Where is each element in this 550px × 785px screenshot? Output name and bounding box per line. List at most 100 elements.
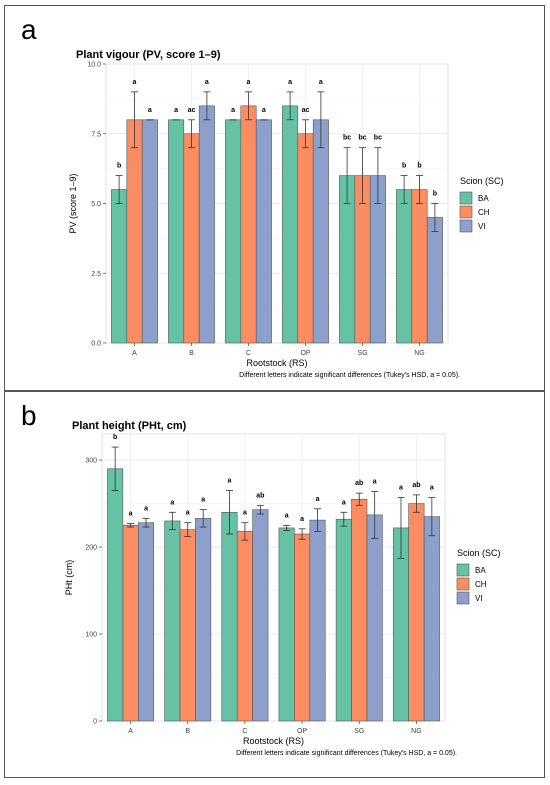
plant-vigour-chart: Plant vigour (PV, score 1–9) b a a a bc b a ac a a… <box>68 49 504 379</box>
panel-a: a Plant vigour (PV, score 1–9) b a a a bc b a ac… <box>4 5 545 391</box>
y-tick-label: 0 <box>93 719 97 726</box>
bar-VI-OP <box>309 519 326 722</box>
significance-letter: a <box>148 107 152 114</box>
y-tick-label: 100 <box>85 632 97 639</box>
panel-letter: b <box>21 400 37 431</box>
significance-letter: bc <box>343 135 351 142</box>
x-axis-label: Rootstock (RS) <box>246 358 307 368</box>
significance-letter: b <box>113 434 117 441</box>
legend-label-BA: BA <box>478 194 489 203</box>
footnote: Different letters indicate significant d… <box>239 372 460 379</box>
bar-CH-NG <box>411 189 428 344</box>
bar-CH-A <box>122 525 139 722</box>
legend-label-BA: BA <box>475 566 486 575</box>
bar-VI-NG <box>423 516 440 722</box>
significance-letter: a <box>205 79 209 86</box>
significance-letter: a <box>342 499 346 506</box>
x-tick-label: OP <box>297 728 307 735</box>
bar-CH-C <box>240 105 257 344</box>
plot-area <box>101 433 446 722</box>
bar-BA-SG <box>335 518 352 722</box>
significance-letter: a <box>170 499 174 506</box>
significance-letter: a <box>228 478 232 485</box>
legend-swatch-CH <box>459 205 473 219</box>
legend-swatch-VI <box>459 219 473 233</box>
legend-label-CH: CH <box>478 208 490 217</box>
bar-BA-C <box>225 119 242 344</box>
bar-VI-NG <box>426 217 443 344</box>
bar-VI-OP <box>312 119 329 344</box>
chart-title: Plant vigour (PV, score 1–9) <box>76 49 221 61</box>
significance-letter: b <box>402 163 406 170</box>
y-tick-label: 10.0 <box>87 62 101 69</box>
y-tick-label: 7.5 <box>91 131 101 138</box>
bar-BA-B <box>164 520 181 722</box>
y-tick-label: 2.5 <box>91 271 101 278</box>
plant-height-chart: Plant height (PHt, cm) b a a a a a a a a a ab ab a a ab… <box>64 420 501 757</box>
footnote: Different letters indicate significant d… <box>236 750 457 757</box>
significance-letter: a <box>231 107 235 114</box>
significance-letter: a <box>430 484 434 491</box>
bar-BA-A <box>107 468 124 722</box>
legend-swatch-VI <box>456 591 470 605</box>
bar-CH-B <box>179 529 196 722</box>
significance-letter: ac <box>302 107 310 114</box>
x-tick-label: C <box>246 350 251 357</box>
significance-letter: a <box>319 79 323 86</box>
bar-VI-B <box>195 518 212 722</box>
significance-letter: a <box>262 107 266 114</box>
significance-letter: a <box>373 478 377 485</box>
bar-VI-A <box>141 119 158 344</box>
legend-label-VI: VI <box>478 222 486 231</box>
significance-letter: a <box>399 484 403 491</box>
significance-letter: a <box>300 516 304 523</box>
x-tick-label: B <box>189 350 194 357</box>
significance-letter: ac <box>188 107 196 114</box>
panel-b: b Plant height (PHt, cm) b a a a a a a a a a ab ab a a… <box>4 391 545 778</box>
bar-BA-OP <box>282 105 299 344</box>
bar-BA-A <box>111 189 128 344</box>
legend-title: Scion (SC) <box>460 176 504 186</box>
significance-letter: a <box>186 510 190 517</box>
significance-letter: a <box>144 505 148 512</box>
bar-CH-A <box>126 119 143 344</box>
significance-letter: ab <box>412 482 420 489</box>
bar-VI-A <box>138 522 155 722</box>
x-tick-label: NG <box>411 728 422 735</box>
x-tick-label: A <box>132 350 137 357</box>
legend-label-CH: CH <box>475 580 487 589</box>
x-tick-label: SG <box>357 350 367 357</box>
bar-CH-OP <box>297 133 314 344</box>
bar-CH-C <box>236 531 253 722</box>
legend-title: Scion (SC) <box>457 548 501 558</box>
x-tick-label: B <box>185 728 190 735</box>
bar-BA-OP <box>278 527 295 722</box>
significance-letter: a <box>247 79 251 86</box>
bar-BA-NG <box>396 189 413 344</box>
significance-letter: a <box>243 510 247 517</box>
y-axis-label: PHt (cm) <box>64 560 74 596</box>
legend-label-VI: VI <box>475 594 483 603</box>
x-tick-label: NG <box>414 350 425 357</box>
bar-VI-B <box>198 105 215 344</box>
x-tick-label: C <box>242 728 247 735</box>
significance-letter: a <box>288 79 292 86</box>
significance-letter: ab <box>355 480 363 487</box>
y-tick-label: 5.0 <box>91 201 101 208</box>
significance-letter: bc <box>358 135 366 142</box>
bar-VI-SG <box>366 514 383 722</box>
significance-letter: a <box>133 79 137 86</box>
significance-letter: ab <box>256 492 264 499</box>
significance-letter: bc <box>374 135 382 142</box>
bar-BA-C <box>221 511 238 722</box>
significance-letter: b <box>433 191 437 198</box>
significance-letter: b <box>417 163 421 170</box>
bar-VI-C <box>252 509 269 722</box>
significance-letter: a <box>316 496 320 503</box>
y-axis-label: PV (score 1–9) <box>68 173 78 233</box>
x-tick-label: SG <box>354 728 364 735</box>
legend-swatch-BA <box>456 563 470 577</box>
significance-letter: a <box>174 107 178 114</box>
significance-letter: a <box>129 511 133 518</box>
y-tick-label: 300 <box>85 458 97 465</box>
